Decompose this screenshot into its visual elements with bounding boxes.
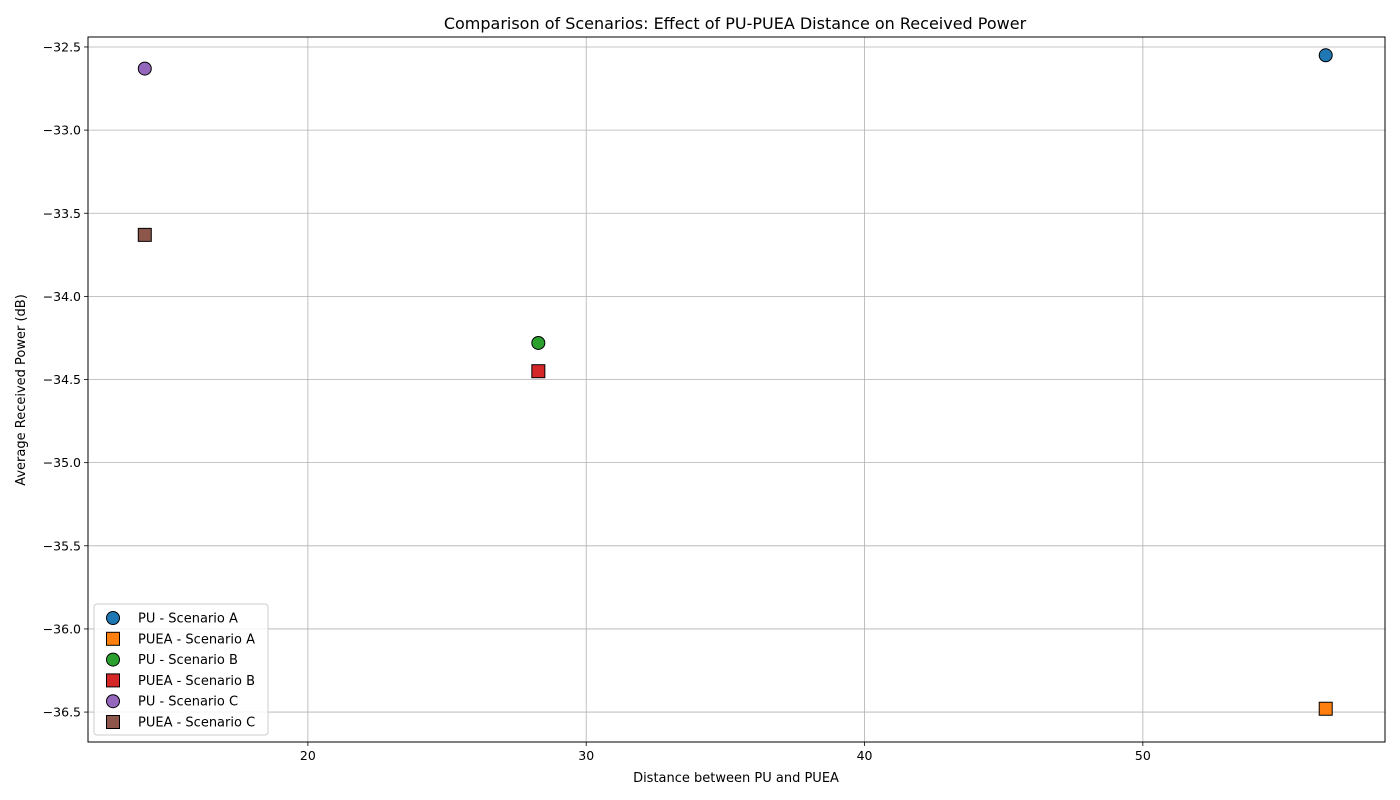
legend-label: PU - Scenario A xyxy=(138,612,238,627)
data-point xyxy=(531,364,546,379)
y-tick-label: −36.0 xyxy=(43,621,81,636)
plot-area-frame xyxy=(87,36,1386,743)
x-tick-label: 50 xyxy=(1135,748,1151,763)
legend-label: PU - Scenario B xyxy=(138,653,238,668)
legend-label: PUEA - Scenario A xyxy=(138,632,255,647)
legend-box xyxy=(93,603,269,736)
data-point xyxy=(1318,701,1333,716)
data-point xyxy=(137,61,152,76)
legend-marker xyxy=(106,694,120,709)
data-point xyxy=(1318,48,1333,63)
x-tick-label: 30 xyxy=(578,748,594,763)
y-tick-label: −36.5 xyxy=(43,705,81,720)
data-points xyxy=(137,48,1333,716)
legend-label: PU - Scenario C xyxy=(138,695,238,710)
y-tick-label: −34.0 xyxy=(43,289,81,304)
legend-marker xyxy=(106,715,120,729)
legend-marker xyxy=(106,611,120,625)
y-tick-label: −32.5 xyxy=(43,39,81,54)
chart-title: Comparison of Scenarios: Effect of PU-PU… xyxy=(444,14,1027,33)
y-axis-label: Average Received Power (dB) xyxy=(14,294,29,486)
y-tick-label: −33.0 xyxy=(43,123,81,138)
legend-marker xyxy=(106,673,120,688)
y-tick-label: −35.0 xyxy=(43,455,81,470)
data-point xyxy=(531,335,546,350)
x-tick-label: 20 xyxy=(300,748,316,763)
x-axis-label: Distance between PU and PUEA xyxy=(633,771,839,786)
y-tick-label: −33.5 xyxy=(43,206,81,221)
y-tick-label: −34.5 xyxy=(43,372,81,387)
axis-ticks: 20 30 40 50 −32.5 −33.0 −33.5 −34.0 −34.5 −35.0 −3… xyxy=(43,39,1151,763)
legend-marker xyxy=(106,631,120,646)
legend-label: PUEA - Scenario B xyxy=(138,674,255,689)
legend: PU - Scenario A PUEA - Scenario A PU - Sce… xyxy=(93,603,269,736)
y-tick-label: −35.5 xyxy=(43,538,81,553)
legend-marker xyxy=(106,652,120,667)
x-tick-label: 40 xyxy=(857,748,873,763)
data-point xyxy=(137,227,152,242)
legend-label: PUEA - Scenario C xyxy=(138,716,255,731)
grid xyxy=(88,37,1385,742)
